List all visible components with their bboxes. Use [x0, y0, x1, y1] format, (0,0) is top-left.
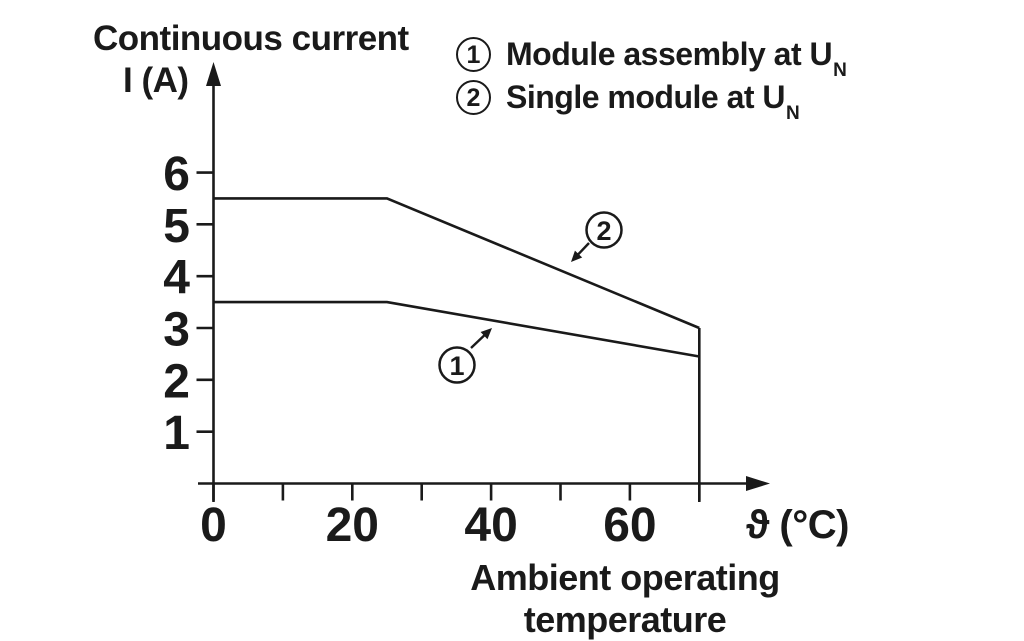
legend-label-2: Single module at UN: [506, 79, 800, 123]
legend-marker-2-circle: 2: [456, 80, 491, 115]
annotation-arrowhead-1: [480, 328, 492, 340]
y-axis-unit-label: I (A): [123, 61, 189, 100]
annotation-arrow-2: [576, 242, 590, 257]
annotation-number-1: 1: [449, 351, 464, 381]
y-tick-label: 3: [163, 304, 190, 357]
y-tick-label: 2: [163, 355, 190, 408]
legend: 1 Module assembly at UN 2 Single module …: [456, 33, 847, 123]
legend-label-1-text: Module assembly at U: [506, 36, 833, 72]
y-axis-title-line1: Continuous current: [93, 19, 409, 58]
annotation-number-2: 2: [596, 216, 611, 246]
y-tick-label: 1: [163, 407, 190, 460]
legend-marker-1-circle: 1: [456, 37, 491, 72]
curve-2: [213, 197, 700, 330]
legend-label-1-subscript: N: [833, 60, 847, 82]
x-tick-label: 20: [326, 499, 379, 552]
x-tick-label: 0: [200, 499, 227, 552]
legend-item-2: 2 Single module at UN: [456, 76, 845, 123]
annotation-arrowhead-2: [571, 250, 583, 262]
x-tick-label: 60: [603, 499, 656, 552]
legend-label-2-subscript: N: [786, 103, 800, 125]
y-axis-title: Continuous current I (A): [93, 18, 409, 102]
y-tick-label: 4: [163, 252, 190, 305]
legend-label-1: Module assembly at UN: [506, 36, 847, 80]
derating-chart-figure: Continuous current I (A) 1 Module assemb…: [93, 18, 850, 640]
curve-1: [213, 300, 700, 358]
x-axis-unit-label: ϑ (°C): [746, 503, 849, 547]
legend-item-1: 1 Module assembly at UN: [456, 33, 847, 80]
annotation-arrow-1: [470, 333, 487, 349]
legend-label-2-text: Single module at U: [506, 79, 786, 115]
y-tick-label: 5: [163, 200, 190, 253]
x-axis-title: Ambient operating temperature: [470, 557, 780, 640]
x-axis-arrowhead: [746, 476, 770, 491]
y-tick-label: 6: [163, 148, 190, 201]
annotation-circle-2: [585, 211, 623, 249]
annotation-circle-1: [438, 346, 476, 384]
x-tick-label: 40: [464, 499, 517, 552]
y-axis-arrowhead: [206, 62, 221, 86]
